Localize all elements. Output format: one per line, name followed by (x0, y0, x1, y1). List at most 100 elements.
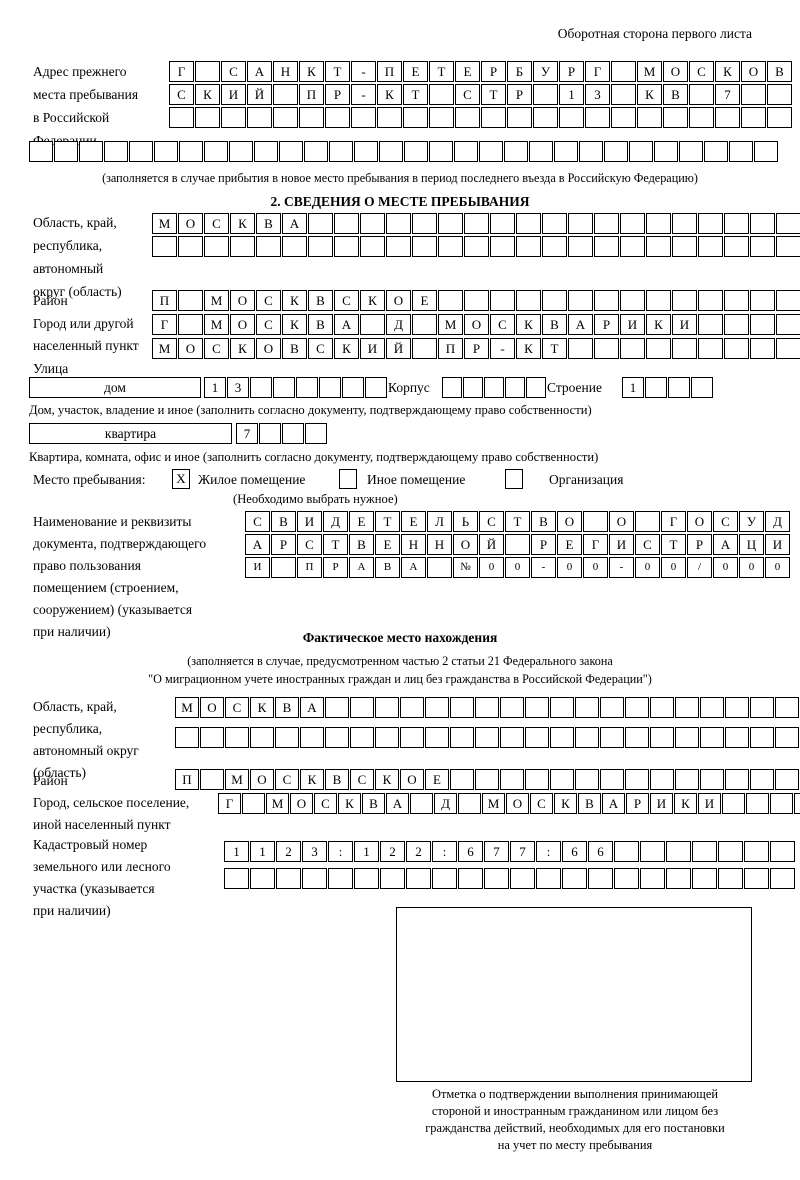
char-cell[interactable]: К (646, 314, 671, 335)
char-cell[interactable]: Р (531, 534, 556, 555)
char-cell[interactable] (750, 338, 775, 359)
char-cell[interactable]: О (453, 534, 478, 555)
char-cell[interactable] (490, 290, 515, 311)
section2-region-row-2[interactable] (152, 236, 800, 257)
char-cell[interactable] (741, 107, 766, 128)
char-cell[interactable] (770, 868, 795, 889)
char-cell[interactable] (410, 793, 433, 814)
char-cell[interactable] (672, 338, 697, 359)
char-cell[interactable] (403, 107, 428, 128)
char-cell[interactable]: О (400, 769, 424, 790)
char-cell[interactable] (450, 697, 474, 718)
char-cell[interactable] (325, 697, 349, 718)
char-cell[interactable] (475, 697, 499, 718)
char-cell[interactable]: В (308, 314, 333, 335)
char-cell[interactable]: Е (557, 534, 582, 555)
char-cell[interactable] (400, 727, 424, 748)
char-cell[interactable] (635, 511, 660, 532)
char-cell[interactable]: И (698, 793, 721, 814)
char-cell[interactable]: - (351, 84, 376, 105)
char-cell[interactable]: С (221, 61, 246, 82)
char-cell[interactable] (432, 868, 457, 889)
char-cell[interactable] (365, 377, 387, 398)
char-cell[interactable] (254, 141, 278, 162)
korpus-cells[interactable] (442, 377, 546, 398)
char-cell[interactable]: О (464, 314, 489, 335)
char-cell[interactable] (575, 769, 599, 790)
char-cell[interactable] (475, 727, 499, 748)
char-cell[interactable] (386, 213, 411, 234)
char-cell[interactable] (516, 236, 541, 257)
char-cell[interactable]: И (609, 534, 634, 555)
char-cell[interactable]: В (767, 61, 792, 82)
char-cell[interactable]: Е (401, 511, 426, 532)
char-cell[interactable] (152, 236, 177, 257)
char-cell[interactable] (505, 377, 525, 398)
char-cell[interactable] (438, 290, 463, 311)
char-cell[interactable]: 1 (354, 841, 379, 862)
char-cell[interactable]: П (299, 84, 324, 105)
char-cell[interactable]: К (674, 793, 697, 814)
char-cell[interactable]: М (152, 338, 177, 359)
char-cell[interactable]: Д (386, 314, 411, 335)
char-cell[interactable] (500, 727, 524, 748)
char-cell[interactable]: А (568, 314, 593, 335)
char-cell[interactable] (668, 377, 690, 398)
char-cell[interactable] (429, 141, 453, 162)
char-cell[interactable] (629, 141, 653, 162)
char-cell[interactable] (412, 236, 437, 257)
char-cell[interactable] (242, 793, 265, 814)
char-cell[interactable]: 1 (250, 841, 275, 862)
char-cell[interactable] (129, 141, 153, 162)
char-cell[interactable] (412, 314, 437, 335)
char-cell[interactable] (225, 727, 249, 748)
char-cell[interactable] (666, 841, 691, 862)
char-cell[interactable]: 0 (479, 557, 504, 578)
char-cell[interactable] (377, 107, 402, 128)
char-cell[interactable]: В (542, 314, 567, 335)
char-cell[interactable] (279, 141, 303, 162)
char-cell[interactable] (256, 236, 281, 257)
char-cell[interactable]: В (531, 511, 556, 532)
char-cell[interactable] (594, 213, 619, 234)
char-cell[interactable]: С (530, 793, 553, 814)
char-cell[interactable] (282, 423, 304, 444)
char-cell[interactable] (741, 84, 766, 105)
char-cell[interactable]: В (271, 511, 296, 532)
char-cell[interactable] (302, 868, 327, 889)
char-cell[interactable]: О (178, 213, 203, 234)
char-cell[interactable] (689, 107, 714, 128)
char-cell[interactable]: 1 (204, 377, 226, 398)
char-cell[interactable] (536, 868, 561, 889)
char-cell[interactable] (672, 290, 697, 311)
char-cell[interactable] (675, 697, 699, 718)
char-cell[interactable] (334, 213, 359, 234)
char-cell[interactable] (229, 141, 253, 162)
char-cell[interactable]: В (663, 84, 688, 105)
char-cell[interactable] (427, 557, 452, 578)
char-cell[interactable] (484, 377, 504, 398)
char-cell[interactable] (484, 868, 509, 889)
char-cell[interactable]: Й (386, 338, 411, 359)
char-cell[interactable] (481, 107, 506, 128)
char-cell[interactable] (379, 141, 403, 162)
char-cell[interactable]: Е (349, 511, 374, 532)
char-cell[interactable]: - (351, 61, 376, 82)
char-cell[interactable] (750, 213, 775, 234)
char-cell[interactable] (442, 377, 462, 398)
char-cell[interactable]: К (334, 338, 359, 359)
char-cell[interactable]: В (375, 557, 400, 578)
char-cell[interactable] (328, 868, 353, 889)
char-cell[interactable] (516, 213, 541, 234)
char-cell[interactable]: М (266, 793, 289, 814)
char-cell[interactable] (273, 84, 298, 105)
char-cell[interactable]: Й (247, 84, 272, 105)
char-cell[interactable]: № (453, 557, 478, 578)
char-cell[interactable]: О (386, 290, 411, 311)
char-cell[interactable] (169, 107, 194, 128)
char-cell[interactable]: 6 (588, 841, 613, 862)
char-cell[interactable]: К (516, 338, 541, 359)
char-cell[interactable] (585, 107, 610, 128)
